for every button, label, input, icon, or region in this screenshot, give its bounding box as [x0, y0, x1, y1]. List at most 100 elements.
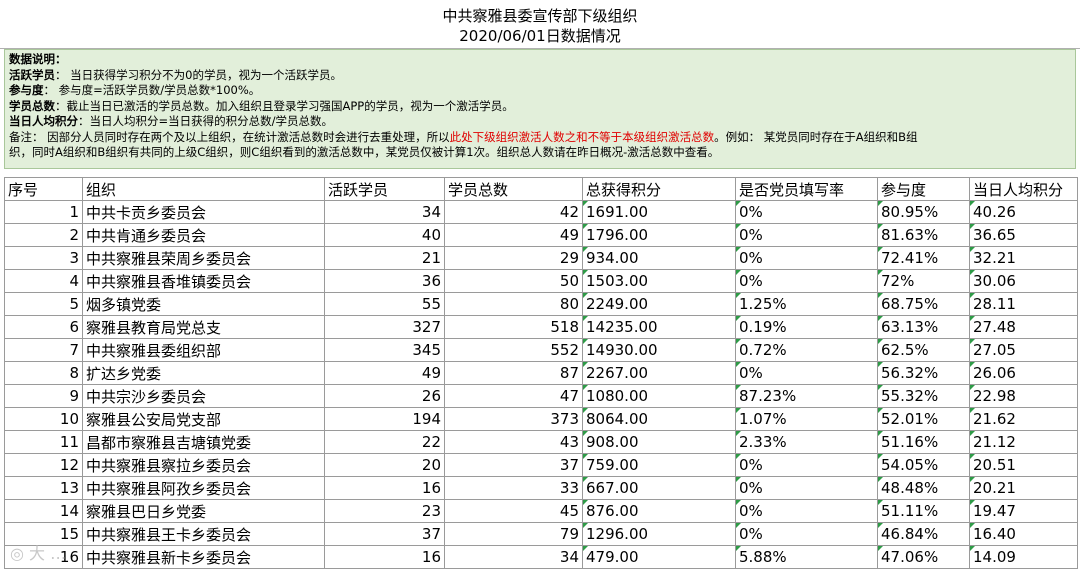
cell-index[interactable]: 6	[4, 315, 83, 339]
cell-total[interactable]: 42	[444, 200, 583, 224]
cell-active[interactable]: 194	[324, 407, 445, 431]
cell-active[interactable]: 16	[324, 545, 445, 569]
cell-points[interactable]: 667.00	[582, 476, 736, 500]
cell-party-rate[interactable]: 2.33%	[735, 430, 878, 454]
cell-index[interactable]: 12	[4, 453, 83, 477]
cell-points[interactable]: 14235.00	[582, 315, 736, 339]
table-row[interactable]: 16 中共察雅县新卡乡委员会 16 34 479.00 5.88% 47.06% 14.09	[4, 545, 1078, 569]
cell-avg-points[interactable]: 30.06	[969, 269, 1078, 293]
table-row[interactable]: 9 中共宗沙乡委员会 26 47 1080.00 87.23% 55.32% 22.98	[4, 384, 1078, 408]
cell-party-rate[interactable]: 0%	[735, 522, 878, 546]
cell-points[interactable]: 1080.00	[582, 384, 736, 408]
column-header[interactable]: 序号	[4, 177, 83, 201]
column-header[interactable]: 当日人均积分	[969, 177, 1078, 201]
cell-avg-points[interactable]: 40.26	[969, 200, 1078, 224]
cell-index[interactable]: 5	[4, 292, 83, 316]
table-row[interactable]: 7 中共察雅县委组织部 345 552 14930.00 0.72% 62.5% 27.05	[4, 338, 1078, 362]
cell-party-rate[interactable]: 0%	[735, 246, 878, 270]
cell-participation[interactable]: 62.5%	[877, 338, 970, 362]
cell-total[interactable]: 29	[444, 246, 583, 270]
cell-party-rate[interactable]: 5.88%	[735, 545, 878, 569]
cell-participation[interactable]: 72%	[877, 269, 970, 293]
cell-avg-points[interactable]: 22.98	[969, 384, 1078, 408]
cell-organization[interactable]: 察雅县公安局党支部	[82, 407, 325, 431]
cell-organization[interactable]: 中共察雅县察拉乡委员会	[82, 453, 325, 477]
cell-total[interactable]: 87	[444, 361, 583, 385]
cell-participation[interactable]: 72.41%	[877, 246, 970, 270]
cell-organization[interactable]: 昌都市察雅县吉塘镇党委	[82, 430, 325, 454]
cell-points[interactable]: 2267.00	[582, 361, 736, 385]
cell-organization[interactable]: 中共宗沙乡委员会	[82, 384, 325, 408]
cell-participation[interactable]: 55.32%	[877, 384, 970, 408]
cell-organization[interactable]: 察雅县教育局党总支	[82, 315, 325, 339]
cell-index[interactable]: 16	[4, 545, 83, 569]
cell-avg-points[interactable]: 16.40	[969, 522, 1078, 546]
cell-organization[interactable]: 中共察雅县委组织部	[82, 338, 325, 362]
cell-participation[interactable]: 63.13%	[877, 315, 970, 339]
cell-organization[interactable]: 中共察雅县荣周乡委员会	[82, 246, 325, 270]
cell-active[interactable]: 49	[324, 361, 445, 385]
cell-participation[interactable]: 52.01%	[877, 407, 970, 431]
cell-total[interactable]: 518	[444, 315, 583, 339]
cell-total[interactable]: 50	[444, 269, 583, 293]
cell-points[interactable]: 8064.00	[582, 407, 736, 431]
cell-points[interactable]: 1296.00	[582, 522, 736, 546]
table-row[interactable]: 1 中共卡贡乡委员会 34 42 1691.00 0% 80.95% 40.26	[4, 200, 1078, 224]
column-header[interactable]: 参与度	[877, 177, 970, 201]
cell-active[interactable]: 26	[324, 384, 445, 408]
cell-points[interactable]: 876.00	[582, 499, 736, 523]
table-row[interactable]: 8 扩达乡党委 49 87 2267.00 0% 56.32% 26.06	[4, 361, 1078, 385]
cell-avg-points[interactable]: 21.62	[969, 407, 1078, 431]
cell-organization[interactable]: 中共察雅县香堆镇委员会	[82, 269, 325, 293]
cell-participation[interactable]: 54.05%	[877, 453, 970, 477]
cell-organization[interactable]: 中共察雅县新卡乡委员会	[82, 545, 325, 569]
cell-active[interactable]: 55	[324, 292, 445, 316]
cell-index[interactable]: 1	[4, 200, 83, 224]
cell-participation[interactable]: 80.95%	[877, 200, 970, 224]
cell-organization[interactable]: 扩达乡党委	[82, 361, 325, 385]
cell-total[interactable]: 47	[444, 384, 583, 408]
cell-total[interactable]: 80	[444, 292, 583, 316]
cell-party-rate[interactable]: 87.23%	[735, 384, 878, 408]
cell-avg-points[interactable]: 20.51	[969, 453, 1078, 477]
cell-index[interactable]: 15	[4, 522, 83, 546]
table-row[interactable]: 4 中共察雅县香堆镇委员会 36 50 1503.00 0% 72% 30.06	[4, 269, 1078, 293]
cell-participation[interactable]: 48.48%	[877, 476, 970, 500]
cell-avg-points[interactable]: 21.12	[969, 430, 1078, 454]
cell-organization[interactable]: 中共察雅县阿孜乡委员会	[82, 476, 325, 500]
cell-index[interactable]: 14	[4, 499, 83, 523]
cell-party-rate[interactable]: 0%	[735, 269, 878, 293]
cell-total[interactable]: 49	[444, 223, 583, 247]
cell-avg-points[interactable]: 14.09	[969, 545, 1078, 569]
table-row[interactable]: 12 中共察雅县察拉乡委员会 20 37 759.00 0% 54.05% 20.51	[4, 453, 1078, 477]
cell-party-rate[interactable]: 0%	[735, 223, 878, 247]
cell-total[interactable]: 34	[444, 545, 583, 569]
cell-avg-points[interactable]: 27.05	[969, 338, 1078, 362]
cell-participation[interactable]: 56.32%	[877, 361, 970, 385]
cell-active[interactable]: 40	[324, 223, 445, 247]
cell-index[interactable]: 10	[4, 407, 83, 431]
table-row[interactable]: 14 察雅县巴日乡党委 23 45 876.00 0% 51.11% 19.47	[4, 499, 1078, 523]
cell-organization[interactable]: 察雅县巴日乡党委	[82, 499, 325, 523]
column-header[interactable]: 组织	[82, 177, 325, 201]
cell-active[interactable]: 23	[324, 499, 445, 523]
cell-active[interactable]: 37	[324, 522, 445, 546]
cell-points[interactable]: 759.00	[582, 453, 736, 477]
cell-organization[interactable]: 中共察雅县王卡乡委员会	[82, 522, 325, 546]
cell-participation[interactable]: 51.11%	[877, 499, 970, 523]
cell-index[interactable]: 9	[4, 384, 83, 408]
cell-party-rate[interactable]: 0.19%	[735, 315, 878, 339]
cell-active[interactable]: 20	[324, 453, 445, 477]
cell-points[interactable]: 908.00	[582, 430, 736, 454]
cell-party-rate[interactable]: 0%	[735, 453, 878, 477]
cell-organization[interactable]: 中共肯通乡委员会	[82, 223, 325, 247]
cell-participation[interactable]: 47.06%	[877, 545, 970, 569]
cell-participation[interactable]: 81.63%	[877, 223, 970, 247]
cell-active[interactable]: 16	[324, 476, 445, 500]
cell-total[interactable]: 373	[444, 407, 583, 431]
cell-points[interactable]: 1691.00	[582, 200, 736, 224]
cell-index[interactable]: 2	[4, 223, 83, 247]
cell-total[interactable]: 37	[444, 453, 583, 477]
cell-avg-points[interactable]: 19.47	[969, 499, 1078, 523]
column-header[interactable]: 总获得积分	[582, 177, 736, 201]
